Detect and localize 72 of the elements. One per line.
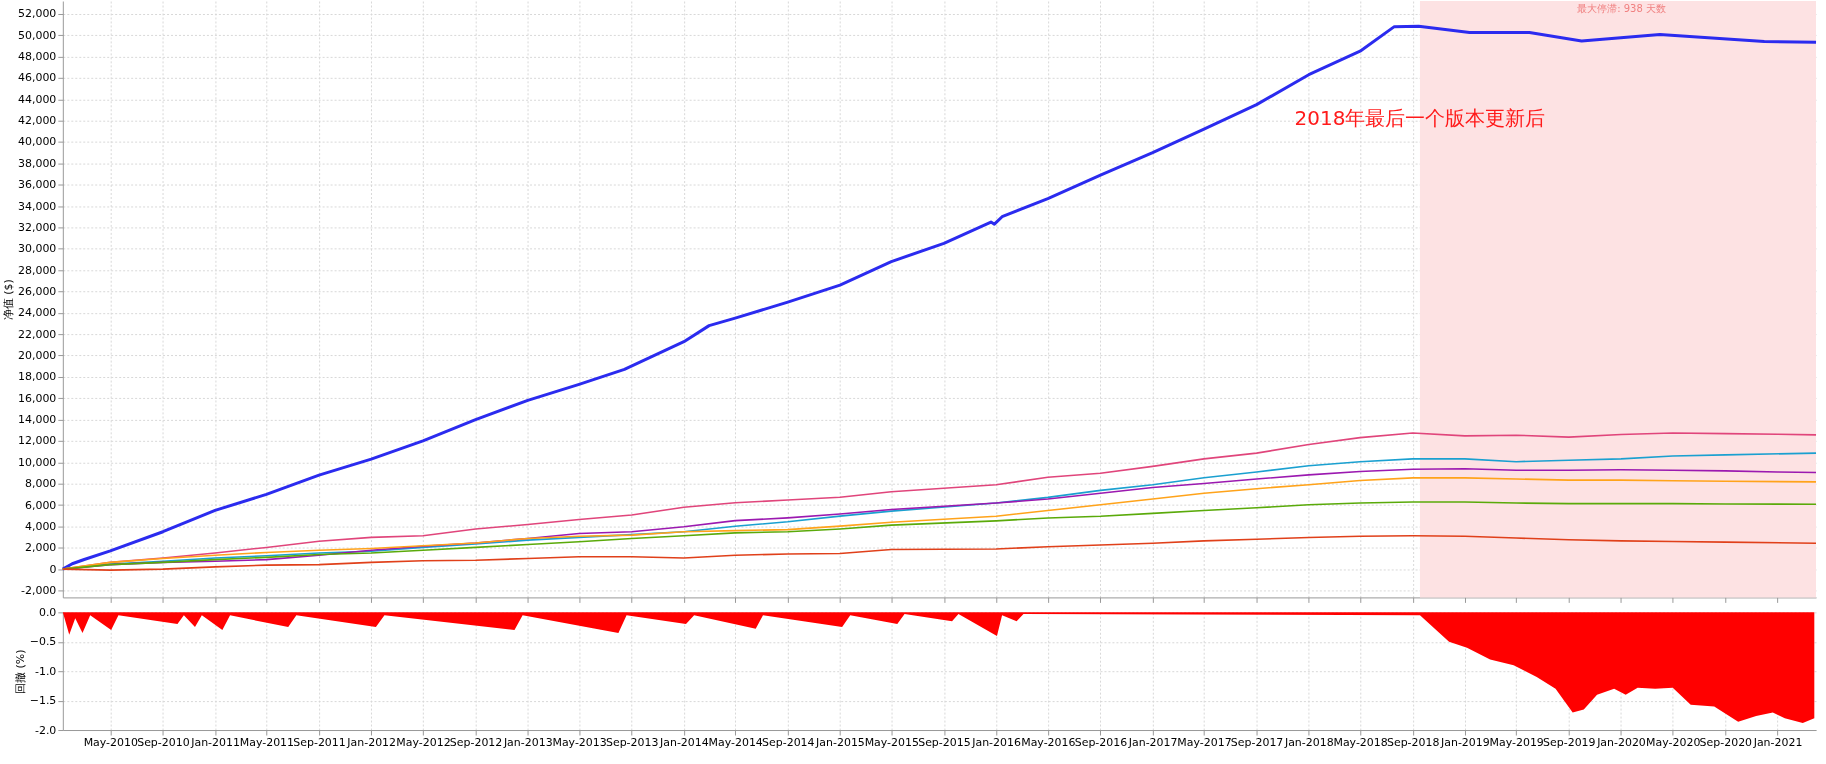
x-tick-label: May-2012 <box>396 736 451 750</box>
x-tick-label: Jan-2014 <box>659 736 709 750</box>
x-tick-label: Jan-2016 <box>971 736 1021 750</box>
x-tick-label: May-2016 <box>1021 736 1076 750</box>
x-tick-label: Jan-2020 <box>1596 736 1646 750</box>
y-axis-title: 净值 ($) <box>1 279 15 321</box>
x-tick-label: Sep-2017 <box>1230 736 1284 750</box>
y-tick-label: 24,000 <box>18 306 57 320</box>
line-series <box>62 534 1817 571</box>
y-tick-label: 32,000 <box>18 220 57 234</box>
x-tick-label: May-2015 <box>864 736 919 750</box>
y-tick-label: 6,000 <box>24 498 57 512</box>
line-series <box>61 24 1818 571</box>
y-axis-title: 回撤 (%) <box>13 649 27 694</box>
x-tick-label: May-2018 <box>1333 736 1388 750</box>
x-tick-label: Sep-2014 <box>762 736 815 750</box>
y-tick-label: -1.0 <box>34 664 57 678</box>
x-tick-label: May-2011 <box>239 736 295 750</box>
y-tick-label: 48,000 <box>18 50 57 64</box>
y-tick-label: 8,000 <box>24 477 57 491</box>
x-tick-label: Sep-2019 <box>1543 736 1596 750</box>
x-tick-label: Sep-2010 <box>137 736 190 750</box>
y-tick-label: 18,000 <box>18 370 57 384</box>
x-tick-label: Jan-2019 <box>1440 736 1490 750</box>
x-tick-label: May-2010 <box>83 736 138 750</box>
x-tick-label: Jan-2013 <box>502 736 553 750</box>
x-tick-label: May-2017 <box>1177 736 1232 750</box>
y-tick-label: 20,000 <box>18 349 57 363</box>
x-tick-label: May-2020 <box>1646 736 1701 750</box>
x-tick-label: Sep-2020 <box>1699 736 1753 750</box>
x-tick-label: Sep-2016 <box>1074 736 1128 750</box>
y-tick-label: -2.0 <box>34 723 57 737</box>
y-tick-label: 0.0 <box>38 605 57 619</box>
y-tick-label: 36,000 <box>18 178 57 192</box>
y-tick-label: 52,000 <box>18 7 57 21</box>
y-tick-label: 34,000 <box>18 199 57 213</box>
y-tick-label: 4,000 <box>24 519 57 533</box>
x-tick-label: Jan-2021 <box>1752 736 1803 750</box>
x-tick-label: Sep-2015 <box>918 736 971 750</box>
y-tick-label: −0.5 <box>29 635 57 649</box>
y-tick-label: 26,000 <box>18 284 57 298</box>
band-label: 2018年最后一个版本更新后 <box>1294 105 1546 130</box>
x-tick-label: Jan-2015 <box>815 736 865 750</box>
x-tick-label: Jan-2018 <box>1283 736 1334 750</box>
y-tick-label: 38,000 <box>18 156 57 170</box>
x-tick-label: Sep-2018 <box>1386 736 1440 750</box>
y-tick-label: -2,000 <box>21 583 57 597</box>
x-tick-label: Sep-2012 <box>449 736 503 750</box>
y-tick-label: 42,000 <box>18 114 57 128</box>
annotation: 最大停滞: 938 天数 <box>1577 3 1666 14</box>
y-tick-label: 28,000 <box>18 263 57 277</box>
x-tick-label: Sep-2013 <box>605 736 659 750</box>
x-tick-label: Jan-2017 <box>1127 736 1178 750</box>
y-tick-label: 2,000 <box>24 541 57 555</box>
x-tick-label: May-2019 <box>1489 736 1544 750</box>
y-tick-label: 30,000 <box>18 242 57 256</box>
x-tick-label: Sep-2011 <box>293 736 346 750</box>
x-tick-label: Jan-2012 <box>346 736 397 750</box>
x-tick-label: Jan-2011 <box>190 736 240 750</box>
y-tick-label: 22,000 <box>18 327 57 341</box>
x-tick-label: May-2014 <box>708 736 763 750</box>
y-tick-label: 46,000 <box>18 71 57 85</box>
y-tick-label: 14,000 <box>18 413 57 427</box>
y-tick-label: 12,000 <box>18 434 57 448</box>
x-tick-label: May-2013 <box>552 736 607 750</box>
y-tick-label: 10,000 <box>18 455 57 469</box>
y-tick-label: 16,000 <box>18 391 57 405</box>
y-tick-label: 50,000 <box>18 28 57 42</box>
y-tick-label: −1.5 <box>29 694 57 708</box>
y-tick-label: 40,000 <box>18 135 57 149</box>
y-tick-label: 44,000 <box>18 92 57 106</box>
y-tick-label: 0 <box>49 562 57 576</box>
